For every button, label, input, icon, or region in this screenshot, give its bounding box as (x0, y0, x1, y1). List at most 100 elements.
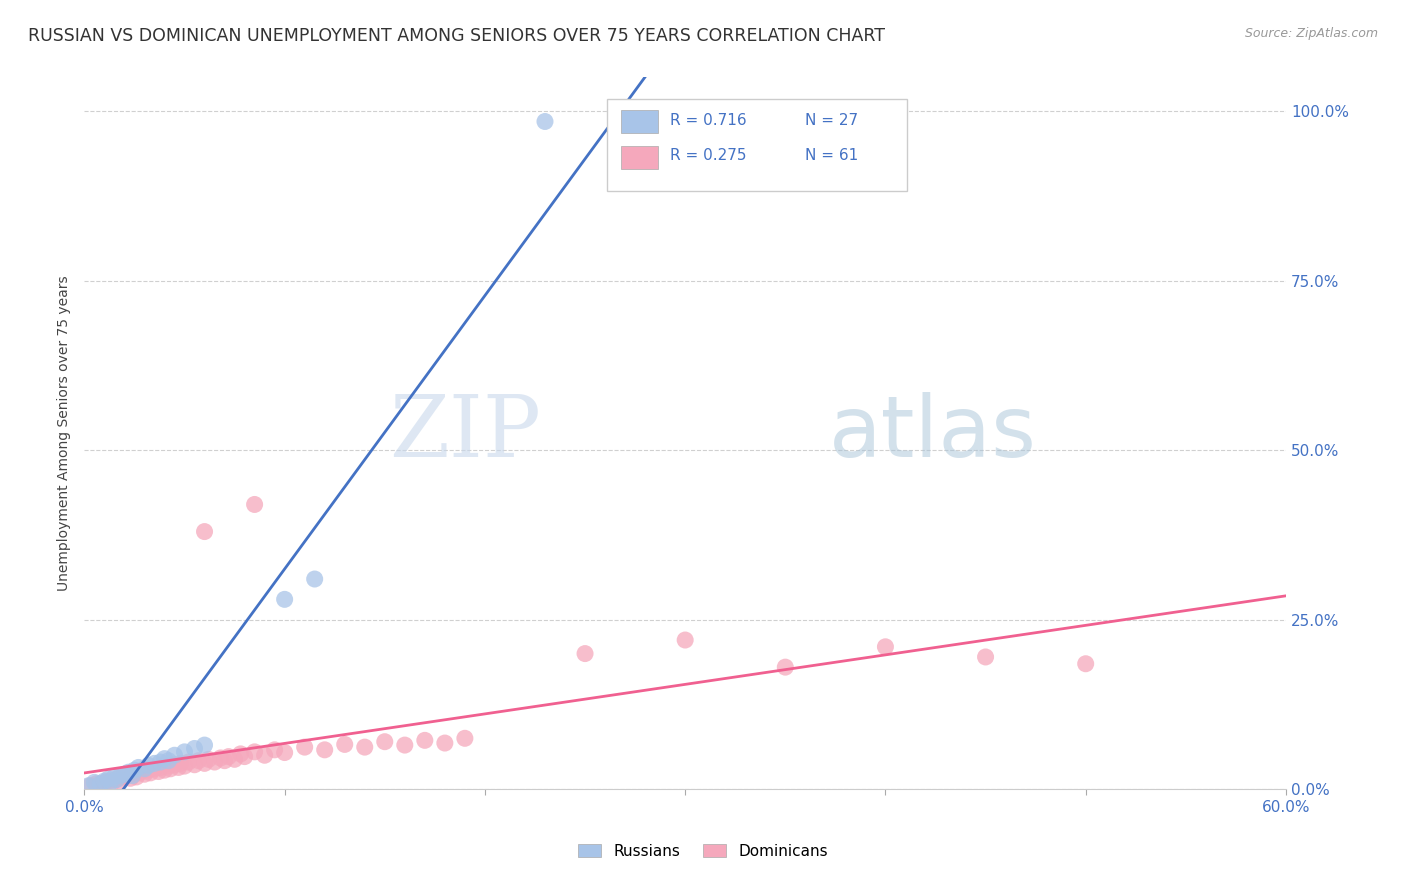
Point (183, 757, 205, 772)
Point (83, 775, 105, 789)
Point (163, 757, 186, 772)
FancyBboxPatch shape (607, 99, 907, 191)
Legend: Russians, Dominicans: Russians, Dominicans (571, 836, 835, 866)
Text: RUSSIAN VS DOMINICAN UNEMPLOYMENT AMONG SENIORS OVER 75 YEARS CORRELATION CHART: RUSSIAN VS DOMINICAN UNEMPLOYMENT AMONG … (28, 27, 886, 45)
Point (105, 772, 128, 787)
Point (112, 767, 135, 781)
Point (173, 745, 195, 759)
Point (148, 764, 170, 779)
Point (224, 752, 246, 766)
Point (304, 572, 326, 586)
Point (101, 775, 124, 789)
Point (243, 745, 266, 759)
Point (138, 763, 160, 777)
Point (233, 749, 256, 764)
Point (413, 733, 436, 747)
Point (149, 760, 172, 774)
Point (139, 765, 162, 780)
Point (183, 741, 205, 756)
Point (314, 743, 336, 757)
Point (374, 734, 396, 748)
Point (353, 740, 375, 755)
Point (86, 777, 108, 791)
Y-axis label: Unemployment Among Seniors over 75 years: Unemployment Among Seniors over 75 years (58, 276, 72, 591)
Point (89, 778, 111, 792)
Point (273, 592, 295, 607)
Point (333, 738, 356, 752)
Point (193, 756, 215, 771)
Point (394, 738, 416, 752)
Point (121, 768, 143, 782)
Point (214, 754, 236, 768)
Point (149, 755, 172, 769)
Point (534, 114, 557, 128)
Point (454, 731, 477, 746)
Point (193, 738, 215, 752)
Point (124, 767, 146, 781)
Text: N = 61: N = 61 (806, 148, 859, 163)
Point (875, 640, 897, 654)
Point (193, 524, 215, 539)
Text: atlas: atlas (830, 392, 1038, 475)
Point (107, 772, 129, 786)
Text: R = 0.716: R = 0.716 (669, 112, 747, 128)
FancyBboxPatch shape (621, 111, 658, 133)
Point (204, 755, 226, 769)
Point (129, 765, 152, 780)
Point (163, 748, 186, 763)
Point (974, 650, 997, 665)
Point (125, 770, 148, 784)
Point (157, 759, 180, 773)
Point (79, 779, 101, 793)
Point (117, 765, 139, 780)
Point (117, 768, 139, 782)
Point (273, 746, 295, 760)
Point (177, 755, 200, 769)
Point (120, 772, 142, 786)
Point (110, 768, 132, 782)
Point (187, 754, 209, 768)
Point (143, 756, 166, 771)
Point (77, 779, 100, 793)
Point (103, 770, 125, 784)
Point (169, 756, 191, 771)
Point (100, 775, 122, 789)
FancyBboxPatch shape (621, 145, 658, 169)
Point (433, 736, 456, 750)
Text: N = 27: N = 27 (806, 112, 859, 128)
Point (138, 758, 160, 772)
Point (229, 747, 252, 761)
Point (103, 772, 125, 787)
Point (197, 752, 219, 766)
Point (263, 743, 285, 757)
Point (134, 767, 156, 781)
Point (97, 772, 120, 786)
Text: Source: ZipAtlas.com: Source: ZipAtlas.com (1244, 27, 1378, 40)
Point (93, 775, 115, 789)
Point (1074, 657, 1097, 671)
Point (173, 759, 195, 773)
Point (218, 749, 240, 764)
Point (127, 760, 149, 774)
Point (159, 762, 181, 776)
Point (89, 777, 111, 791)
Point (209, 751, 232, 765)
Point (110, 774, 132, 789)
Point (93, 774, 115, 789)
Point (157, 754, 180, 768)
Point (112, 770, 135, 784)
Point (775, 660, 797, 674)
Point (574, 647, 596, 661)
Point (143, 762, 166, 776)
Point (134, 762, 156, 776)
Text: ZIP: ZIP (389, 392, 541, 475)
Point (97, 774, 120, 789)
Point (124, 763, 146, 777)
Point (153, 763, 176, 777)
Point (673, 633, 696, 648)
Point (167, 760, 190, 774)
Point (243, 498, 266, 512)
Point (153, 751, 176, 765)
Point (253, 748, 276, 763)
Point (294, 740, 316, 755)
